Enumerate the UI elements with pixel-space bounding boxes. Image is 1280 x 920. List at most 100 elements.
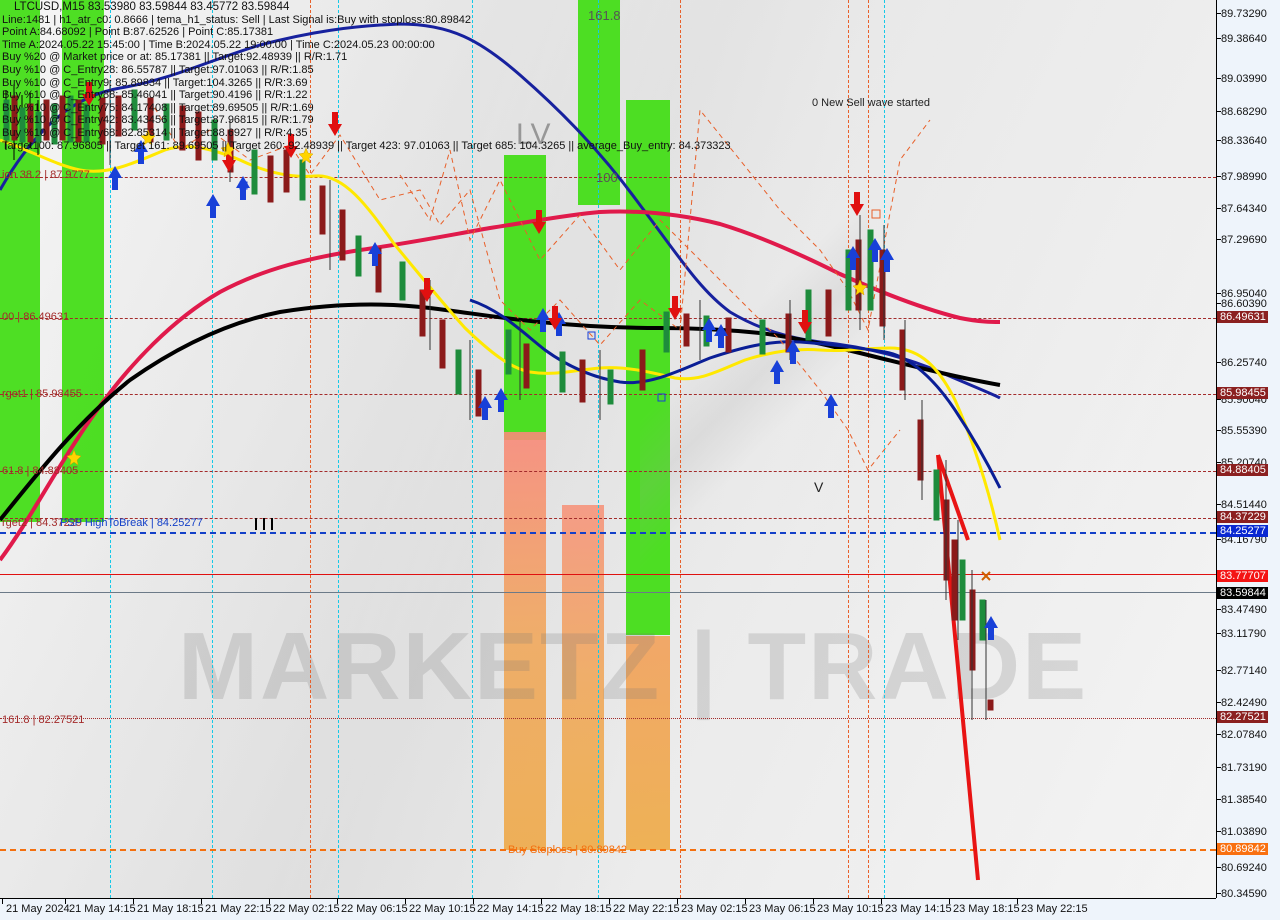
times-line: Time A:2024.05.22 15:45:00 | Time B:2024… — [2, 38, 435, 51]
time-tick-label: 23 May 22:15 — [1021, 903, 1088, 915]
time-tick-label: 23 May 18:15 — [953, 903, 1020, 915]
signal-line: Buy %10 @ C_Entry88: 85.46041 || Target:… — [2, 89, 308, 102]
annotation-band-100: 100 — [596, 170, 618, 185]
symbol-ohlc-line: LTCUSD,M15 83.53980 83.59844 83.45772 83… — [14, 1, 290, 13]
wave-marker-line — [868, 0, 870, 898]
price-tick — [1217, 799, 1221, 800]
logo-watermark — [640, 120, 870, 640]
bracket-marker — [255, 518, 273, 530]
price-tick — [1217, 670, 1221, 671]
chart-info-header: LTCUSD,M15 83.53980 83.59844 83.45772 83… — [2, 1, 731, 152]
time-tick — [1017, 899, 1018, 904]
close-price-line — [0, 592, 1216, 593]
price-tick — [1217, 609, 1221, 610]
time-tick — [541, 899, 542, 904]
price-tick-label: 82.77140 — [1221, 665, 1267, 677]
price-tick — [1217, 362, 1221, 363]
signal-line: Buy %10 @ C_Entry28: 86.55787 || Target:… — [2, 63, 314, 76]
price-tick — [1217, 734, 1221, 735]
price-tick — [1217, 504, 1221, 505]
price-tick-label: 84.51440 — [1221, 499, 1267, 511]
psp-envelope-path — [399, 149, 901, 471]
time-tick — [745, 899, 746, 904]
level-label: 00 | 86.49631 — [2, 311, 70, 323]
price-tick — [1217, 111, 1221, 112]
price-tick — [1217, 78, 1221, 79]
time-tick-label: 23 May 02:15 — [681, 903, 748, 915]
wave-marker-line — [310, 0, 312, 898]
ma-yellow-path — [0, 138, 1002, 541]
session-separator — [212, 0, 214, 898]
time-tick-label: 21 May 2024 — [6, 903, 70, 915]
level-label: ion 38.2 | 87.9777 — [2, 169, 90, 181]
price-tick-label: 85.55390 — [1221, 425, 1267, 437]
indicator-overlay — [0, 22, 1002, 881]
price-tick — [1217, 208, 1221, 209]
price-tick-label: 83.11790 — [1221, 628, 1267, 640]
time-tick — [677, 899, 678, 904]
close-x-marker — [981, 571, 991, 581]
time-tick-label: 21 May 18:15 — [137, 903, 204, 915]
trend-line-down-2 — [936, 454, 970, 541]
time-tick-label: 22 May 22:15 — [613, 903, 680, 915]
sell-zone-band — [562, 505, 604, 850]
price-tick — [1217, 303, 1221, 304]
wave-marker-line — [680, 0, 682, 898]
level-line-buy-stoploss — [0, 849, 1216, 851]
price-tick-label: 86.95040 — [1221, 288, 1267, 300]
time-tick — [405, 899, 406, 904]
price-axis[interactable]: 89.73290 89.38640 89.03990 88.68290 88.33640… — [1216, 0, 1280, 900]
time-tick — [949, 899, 950, 904]
price-tick — [1217, 399, 1221, 400]
price-marker-label: 84.25277 — [1217, 525, 1268, 537]
buy-zone-band — [504, 155, 546, 440]
signal-line: Buy %10 @ C_Entry9: 85.89834 || Target:1… — [2, 76, 308, 89]
session-separator — [598, 0, 600, 898]
level-line-correction-382 — [0, 177, 1216, 178]
sell-zone-band — [626, 636, 670, 850]
time-axis[interactable]: 21 May 2024 21 May 14:15 21 May 18:15 21 Ma… — [0, 898, 1280, 920]
level-label: Buy Stoploss | 80.89842 — [508, 844, 628, 856]
chart-plot-area[interactable]: MARKETZ | TRADE LV — [0, 0, 1216, 898]
price-marker-label: 86.49631 — [1217, 311, 1268, 323]
price-tick-label: 88.33640 — [1221, 135, 1267, 147]
price-tick-label: 80.34590 — [1221, 888, 1267, 900]
price-tick-label: 88.68290 — [1221, 106, 1267, 118]
level-line-psp-hightobreak — [0, 532, 1216, 534]
time-tick — [65, 899, 66, 904]
price-marker-label: 80.89842 — [1217, 843, 1268, 855]
time-tick-label: 22 May 06:15 — [341, 903, 408, 915]
time-tick — [269, 899, 270, 904]
time-tick-label: 23 May 06:15 — [749, 903, 816, 915]
price-tick-label: 86.60390 — [1221, 298, 1267, 310]
price-tick-label: 86.25740 — [1221, 357, 1267, 369]
price-marker-label: 83.77707 — [1217, 570, 1268, 582]
level-label: 161.8 | 82.27521 — [2, 714, 85, 726]
annotation-v-marker: V — [814, 479, 824, 495]
price-tick — [1217, 702, 1221, 703]
price-tick-label: 81.73190 — [1221, 762, 1267, 774]
level-label: rget1 | 85.98455 — [2, 388, 82, 400]
price-tick — [1217, 462, 1221, 463]
time-tick-label: 22 May 18:15 — [545, 903, 612, 915]
level-line-correction-618 — [0, 471, 1216, 472]
axis-corner — [1216, 898, 1280, 920]
annotation-band-1618: 161.8 — [588, 8, 621, 23]
level-label: rget2 | 84.37229 — [2, 517, 82, 529]
time-tick-label: 23 May 14:15 — [885, 903, 952, 915]
time-tick — [201, 899, 202, 904]
level-label: 61.8 | 84.88405 — [2, 465, 79, 477]
level-line-target100 — [0, 318, 1216, 319]
price-tick-label: 89.03990 — [1221, 73, 1267, 85]
signal-line: Target100: 87.96805 || Target 161: 89.69… — [2, 139, 731, 152]
price-marker-label: 85.98455 — [1217, 387, 1268, 399]
price-tick-label: 80.69240 — [1221, 862, 1267, 874]
price-tick-label: 83.47490 — [1221, 604, 1267, 616]
time-tick — [609, 899, 610, 904]
price-tick-label: 87.29690 — [1221, 234, 1267, 246]
price-marker-label: 83.59844 — [1217, 587, 1268, 599]
session-separator — [472, 0, 474, 898]
signal-line: Buy %10 @ C_Entry68: 82.85314 || Target:… — [2, 126, 308, 139]
ma-black-path — [0, 302, 1001, 522]
price-tick — [1217, 13, 1221, 14]
